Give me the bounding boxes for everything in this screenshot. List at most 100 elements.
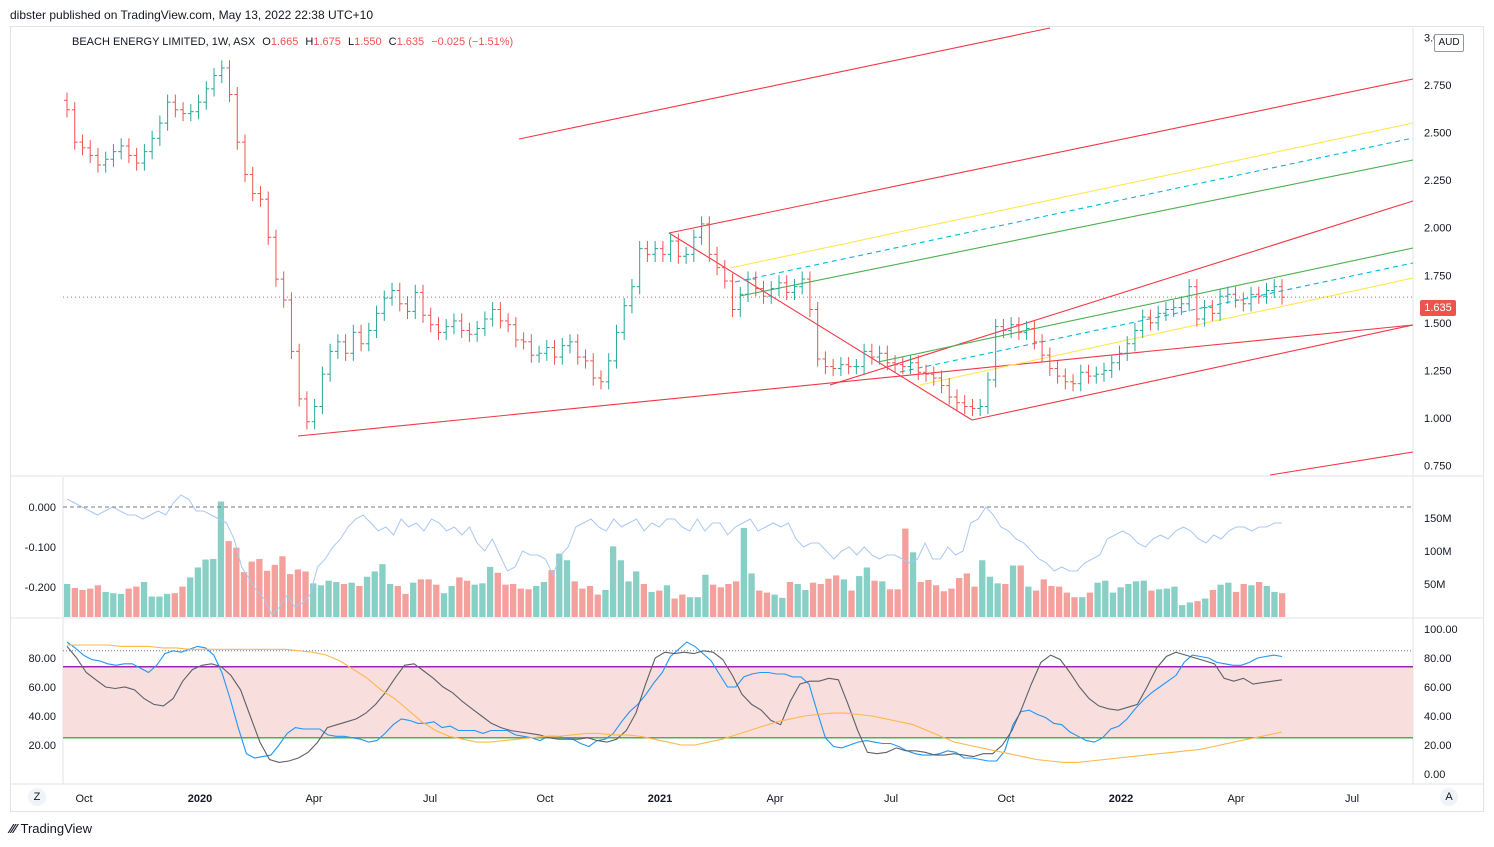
ohlc-bar [830, 358, 837, 377]
ohlc-bar [605, 353, 612, 390]
ohlc-bar [613, 324, 620, 369]
ohlc-bar [791, 279, 798, 301]
oscillator-series-line [67, 644, 1283, 763]
price-tick-label: 2.000 [1424, 223, 1452, 235]
volume-bar [971, 586, 978, 617]
ohlc-bar [745, 271, 752, 302]
volume-bar [402, 593, 409, 617]
volume-bar [456, 577, 463, 617]
ohlc-bar [984, 372, 991, 415]
ohlc-bar [1108, 355, 1115, 378]
ohlc-bar [783, 275, 790, 301]
volume-bar [479, 583, 486, 617]
ohlc-bar [621, 298, 628, 340]
volume-bar [548, 570, 555, 617]
volume-bar [725, 584, 732, 617]
volume-bar [340, 584, 348, 617]
volume-bar [79, 589, 86, 617]
volume-bar [1009, 565, 1017, 617]
auto-scale-right-button[interactable]: A [1440, 788, 1458, 806]
volume-bar [448, 585, 455, 617]
ohlc-bar [1031, 320, 1038, 350]
cmf-tick-label: 0.000 [28, 502, 56, 514]
ohlc-bar [156, 115, 163, 146]
ohlc-bar [280, 271, 287, 308]
ohlc-bar [876, 345, 883, 365]
ohlc-bar [87, 140, 94, 164]
ohlc-bar [389, 282, 396, 306]
volume-bar [194, 567, 202, 617]
ohlc-bar [512, 317, 519, 348]
volume-bar [579, 588, 586, 617]
ohlc-bar [1124, 336, 1131, 361]
volume-bar [925, 580, 932, 617]
ohlc-bar [1255, 286, 1262, 304]
volume-bar [856, 576, 863, 617]
volume-bar [986, 576, 994, 617]
ohlc-bar [567, 334, 574, 354]
volume-bar [648, 591, 655, 617]
volume-bar [425, 579, 432, 617]
oscillator-left-tick: 40.00 [28, 711, 56, 723]
ohlc-bar [536, 345, 543, 363]
volume-bar [571, 581, 578, 617]
volume-bar [817, 584, 824, 617]
volume-bar [540, 582, 548, 617]
ohlc-bar [1139, 309, 1146, 339]
volume-bar [1163, 588, 1170, 617]
ohlc-bar [296, 343, 303, 407]
volume-bar [533, 585, 540, 617]
ohlc-bar [698, 216, 705, 245]
ohlc-bar [706, 216, 713, 262]
pitchfork-line [899, 262, 1414, 373]
volume-bar [886, 589, 894, 617]
ohlc-bar [195, 94, 202, 120]
volume-bar [302, 571, 309, 617]
volume-bar [909, 552, 917, 617]
volume-bar [1102, 580, 1109, 617]
auto-scale-left-button[interactable]: Z [28, 788, 46, 806]
volume-bar [417, 579, 425, 617]
ohlc-bar [412, 284, 419, 320]
volume-bar [948, 588, 955, 617]
ohlc-bar [234, 86, 241, 150]
volume-bar [556, 553, 563, 617]
ohlc-bar [505, 313, 512, 333]
ohlc-bar [1015, 317, 1022, 340]
volume-bar [748, 573, 755, 617]
ohlc-bar [458, 313, 465, 339]
volume-bar [1017, 565, 1024, 617]
volume-bar [325, 580, 332, 617]
ohlc-bar [1054, 360, 1061, 384]
ohlc-bar [466, 322, 473, 342]
currency-button[interactable]: AUD [1434, 34, 1464, 52]
ohlc-bar [203, 81, 210, 110]
ohlc-bar [110, 144, 117, 167]
volume-bar [94, 585, 102, 617]
ohlc-bar [884, 345, 891, 371]
ohlc-bar [551, 339, 558, 365]
ohlc-bar [489, 301, 496, 327]
volume-bar [440, 593, 448, 617]
oscillator-right-tick: 60.00 [1424, 682, 1452, 694]
ohlc-bar [288, 292, 295, 359]
volume-bar [1171, 586, 1178, 617]
volume-tick-label: 100M [1424, 546, 1452, 558]
ohlc-bar [644, 241, 651, 262]
time-tick-label: Apr [1227, 793, 1244, 805]
time-tick-label: 2022 [1109, 793, 1133, 805]
volume-bar [217, 501, 225, 617]
volume-bar [494, 572, 501, 617]
ohlc-bar [241, 134, 248, 183]
ohlc-bar [1248, 286, 1255, 312]
ohlc-bar [930, 366, 937, 386]
volume-bar [179, 586, 186, 617]
volume-bar [679, 594, 686, 617]
ohlc-bar [992, 319, 999, 388]
volume-bar [1271, 591, 1278, 617]
volume-bar [940, 591, 947, 617]
ohlc-bar [141, 144, 148, 171]
volume-bar [840, 579, 847, 617]
volume-bar [871, 580, 878, 617]
